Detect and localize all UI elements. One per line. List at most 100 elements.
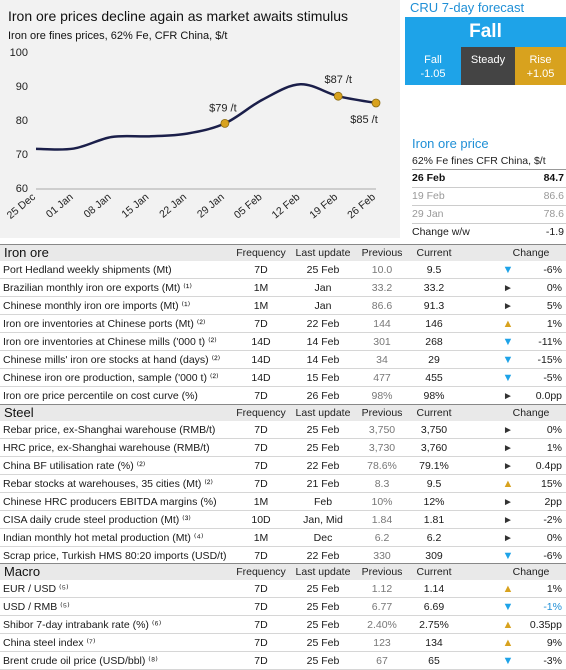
forecast-head: Fall — [405, 17, 566, 47]
row-label: Chinese mills' iron ore stocks at hand (… — [3, 354, 221, 366]
row-previous: 3,750 — [368, 424, 396, 436]
row-current: 29 — [428, 354, 440, 366]
table-row: Iron ore inventories at Chinese mills ('… — [0, 334, 566, 351]
triangle-up-icon: ▲ — [502, 318, 514, 330]
row-previous: 6.77 — [371, 601, 393, 613]
section-header-iron-ore: Iron ore Frequency Last update Previous Curr… — [0, 244, 566, 261]
row-change: 1% — [546, 318, 562, 330]
forecast-rise-cell: Rise +1.05 — [515, 47, 566, 85]
row-previous: 1.84 — [371, 514, 393, 526]
row-last-update: Dec — [313, 532, 333, 544]
row-previous: 67 — [376, 655, 388, 667]
row-current: 79.1% — [419, 460, 449, 472]
row-last-update: 26 Feb — [306, 390, 340, 402]
triangle-down-icon: ▼ — [502, 336, 514, 348]
iron-price-date: 26 Feb — [412, 172, 446, 184]
row-previous: 1.12 — [371, 583, 393, 595]
col-previous: Previous — [361, 566, 403, 578]
row-label: Scrap price, Turkish HMS 80:20 imports (… — [3, 550, 227, 562]
triangle-down-icon: ▼ — [502, 354, 514, 366]
triangle-down-icon: ▼ — [502, 655, 514, 667]
row-frequency: 10D — [251, 514, 271, 526]
col-last-update: Last update — [295, 566, 351, 578]
row-frequency: 7D — [254, 655, 268, 667]
price-point-marker — [371, 98, 381, 108]
col-previous: Previous — [361, 407, 403, 419]
chart-subtitle: Iron ore fines prices, 62% Fe, CFR China… — [8, 30, 228, 42]
triangle-down-icon: ▼ — [502, 601, 514, 613]
row-current: 1.14 — [423, 583, 445, 595]
row-current: 65 — [428, 655, 440, 667]
row-frequency: 7D — [254, 478, 268, 490]
row-last-update: 15 Feb — [306, 372, 340, 384]
iron-price-change-value: -1.9 — [545, 226, 564, 238]
table-row: Iron ore price percentile on cost curve … — [0, 388, 566, 405]
row-change: 0.35pp — [529, 619, 562, 631]
iron-price-title: Iron ore price — [412, 136, 489, 151]
chart-title: Iron ore prices decline again as market … — [8, 8, 349, 24]
row-label: Rebar price, ex-Shanghai warehouse (RMB/… — [3, 424, 216, 436]
col-change: Change — [512, 247, 550, 259]
forecast-fall-value: -1.05 — [420, 68, 446, 80]
row-previous: 8.3 — [374, 478, 390, 490]
row-change: 9% — [546, 637, 562, 649]
row-current: 91.3 — [423, 300, 445, 312]
row-change: -11% — [538, 336, 562, 348]
row-label: Iron ore inventories at Chinese ports (M… — [3, 318, 206, 330]
row-current: 146 — [425, 318, 443, 330]
row-previous: 98% — [371, 390, 393, 402]
col-current: Current — [416, 247, 452, 259]
table-row: Rebar price, ex-Shanghai warehouse (RMB/… — [0, 422, 566, 439]
table-row: CISA daily crude steel production (Mt) ⁽… — [0, 512, 566, 529]
triangle-up-icon: ▲ — [502, 637, 514, 649]
row-change: -3% — [543, 655, 562, 667]
table-row: Indian monthly hot metal production (Mt)… — [0, 530, 566, 547]
row-change: 5% — [546, 300, 562, 312]
row-change: 0.4pp — [535, 460, 562, 472]
row-label: Rebar stocks at warehouses, 35 cities (M… — [3, 478, 213, 490]
row-last-update: 14 Feb — [306, 354, 340, 366]
col-last-update: Last update — [295, 247, 351, 259]
row-label: Chinese monthly iron ore imports (Mt) ⁽¹… — [3, 300, 191, 312]
x-tick-label: 15 Jan — [119, 191, 151, 221]
row-last-update: 25 Feb — [306, 619, 340, 631]
row-change: -6% — [543, 264, 562, 276]
row-previous: 2.40% — [367, 619, 397, 631]
row-last-update: Jan — [314, 300, 332, 312]
iron-price-value: 86.6 — [543, 190, 564, 202]
triangle-down-icon: ▼ — [502, 264, 514, 276]
triangle-down-icon: ▼ — [502, 372, 514, 384]
row-label: Indian monthly hot metal production (Mt)… — [3, 532, 204, 544]
row-change: 0.0pp — [535, 390, 562, 402]
row-current: 98% — [423, 390, 445, 402]
row-change: -15% — [537, 354, 562, 366]
row-label: China BF utilisation rate (%) ⁽²⁾ — [3, 460, 146, 472]
x-tick-label: 12 Feb — [270, 191, 303, 221]
row-frequency: 14D — [251, 354, 271, 366]
col-frequency: Frequency — [236, 247, 286, 259]
x-tick-label: 22 Jan — [157, 191, 189, 221]
row-label: Port Hedland weekly shipments (Mt) — [3, 264, 172, 276]
row-change: -5% — [543, 372, 562, 384]
row-previous: 10.0 — [371, 264, 393, 276]
triangle-right-icon: ► — [503, 497, 513, 508]
price-point-marker — [333, 91, 343, 101]
row-last-update: Jan — [314, 282, 332, 294]
col-current: Current — [416, 566, 452, 578]
row-change: -6% — [543, 550, 562, 562]
row-frequency: 1M — [253, 300, 269, 312]
row-frequency: 7D — [254, 442, 268, 454]
row-current: 3,760 — [420, 442, 448, 454]
table-row: Iron ore inventories at Chinese ports (M… — [0, 316, 566, 333]
iron-price-row: 19 Feb 86.6 — [412, 188, 566, 205]
row-label: Shibor 7-day intrabank rate (%) ⁽⁶⁾ — [3, 619, 162, 631]
triangle-right-icon: ► — [503, 443, 513, 454]
row-change: -2% — [543, 514, 562, 526]
row-last-update: 25 Feb — [306, 655, 340, 667]
section-title: Macro — [4, 564, 41, 579]
row-current: 33.2 — [423, 282, 445, 294]
row-last-update: 14 Feb — [306, 336, 340, 348]
table-row: USD / RMB ⁽⁵⁾ 7D 25 Feb 6.77 6.69 ▼ -1% — [0, 599, 566, 616]
row-current: 2.75% — [419, 619, 449, 631]
row-current: 309 — [425, 550, 443, 562]
